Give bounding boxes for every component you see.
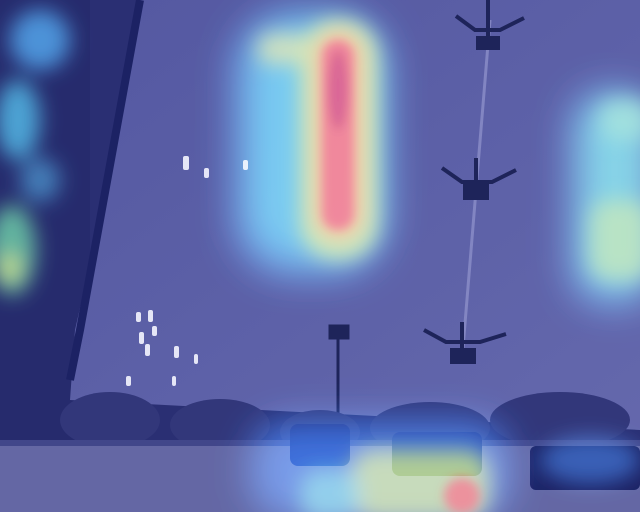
heatmap-overlay-scene <box>0 0 640 512</box>
scene-svg <box>0 0 640 512</box>
heatmap-overlay <box>0 0 640 512</box>
